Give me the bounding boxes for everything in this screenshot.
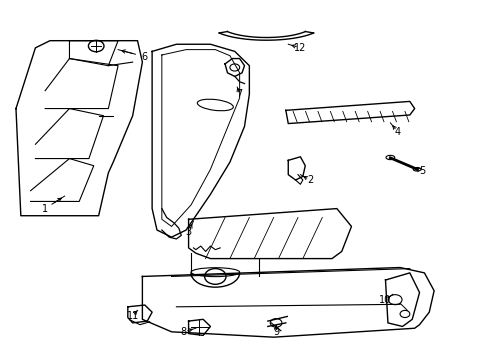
Text: 2: 2: [306, 175, 313, 185]
Text: 9: 9: [272, 327, 279, 337]
Text: 12: 12: [294, 43, 306, 53]
Text: 4: 4: [394, 127, 400, 137]
Text: 3: 3: [185, 227, 191, 237]
Text: 1: 1: [42, 203, 48, 213]
Text: 5: 5: [418, 166, 424, 176]
Text: 6: 6: [142, 52, 147, 62]
Text: 11: 11: [126, 311, 139, 321]
Text: 7: 7: [236, 89, 242, 99]
Text: 10: 10: [379, 295, 391, 305]
Text: 8: 8: [180, 327, 186, 337]
